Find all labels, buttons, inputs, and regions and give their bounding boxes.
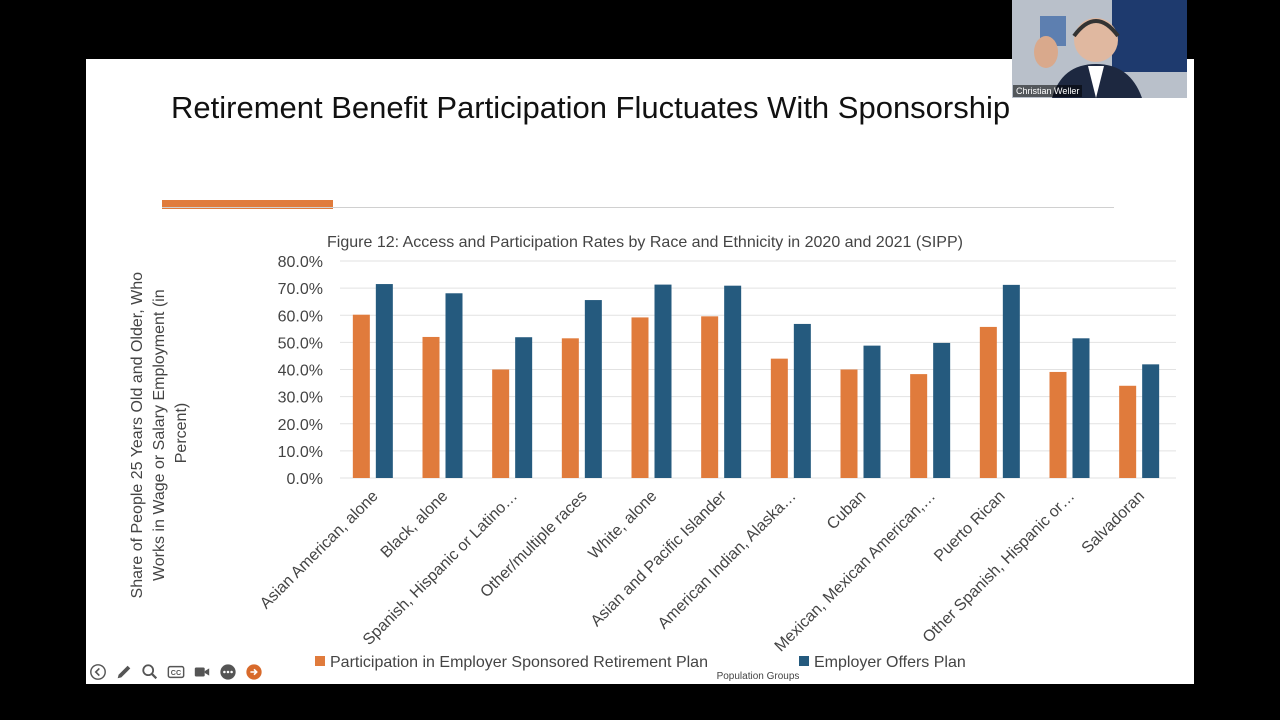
legend-swatch-offers (799, 656, 809, 666)
speaker-video-frame (1012, 0, 1187, 98)
camera-button[interactable] (192, 662, 212, 682)
headset (1072, 19, 1120, 38)
x-tick-label: Salvadoran (1079, 488, 1148, 557)
y-tick-label: 60.0% (278, 308, 323, 325)
bar-participation (631, 317, 649, 478)
bar-employer-offers (1072, 338, 1090, 478)
bar-participation (492, 369, 510, 478)
y-tick-label: 30.0% (278, 390, 323, 407)
x-axis-label: Population Groups (717, 671, 800, 682)
bar-employer-offers (1002, 284, 1020, 478)
x-tick-label: American Indian, Alaska… (655, 488, 800, 633)
zoom-button[interactable] (140, 662, 160, 682)
bar-employer-offers (793, 323, 811, 478)
captions-text: CC (171, 668, 181, 677)
legend-label-participation: Participation in Employer Sponsored Reti… (330, 654, 708, 671)
bar-participation (979, 326, 997, 478)
bar-participation (422, 336, 440, 478)
bar-participation (1119, 385, 1137, 478)
speaker-head (1074, 18, 1118, 62)
slide-title: Retirement Benefit Participation Fluctua… (171, 90, 1011, 125)
bar-employer-offers (863, 345, 881, 478)
bar-participation (1049, 371, 1067, 478)
next-button[interactable] (244, 662, 264, 682)
more-icon (220, 664, 236, 680)
speaker-hand (1034, 36, 1058, 68)
speaker-video: Christian Weller (1012, 0, 1187, 98)
chart-legend: Participation in Employer Sponsored Reti… (315, 654, 966, 671)
x-tick-label: Black, alone (378, 488, 452, 562)
bar-participation (701, 316, 719, 478)
y-axis-ticks: 80.0% 70.0% 60.0% 50.0% 40.0% 30.0% 20.0% 10.0%… (278, 254, 323, 488)
x-tick-label: Asian and Pacific Islander (588, 487, 731, 630)
grid-lines (340, 260, 1176, 479)
bar-participation (352, 314, 370, 478)
bar-employer-offers (724, 285, 742, 478)
bar-participation (910, 374, 928, 478)
x-tick-label: White, alone (585, 488, 660, 563)
speaker-shirt (1088, 66, 1104, 98)
x-tick-label: Asian American, alone (257, 488, 382, 613)
bar-employer-offers (375, 284, 393, 478)
y-axis-label-line: Works in Wage or Salary Employment (in (151, 289, 168, 581)
back-button[interactable] (88, 662, 108, 682)
y-tick-label: 40.0% (278, 363, 323, 380)
background-banner (1112, 0, 1187, 72)
title-accent-bar (162, 200, 333, 209)
y-tick-label: 0.0% (287, 471, 323, 488)
y-tick-label: 80.0% (278, 254, 323, 271)
bar-participation (840, 369, 858, 478)
y-axis-label-line: Share of People 25 Years Old and Older, … (129, 272, 146, 599)
y-tick-label: 70.0% (278, 281, 323, 298)
camera-icon (194, 667, 210, 677)
captions-icon: CC (167, 665, 185, 679)
x-tick-label: Puerto Rican (931, 488, 1008, 565)
more-button[interactable] (218, 662, 238, 682)
pen-button[interactable] (114, 662, 134, 682)
y-tick-label: 20.0% (278, 417, 323, 434)
zoom-icon (142, 664, 158, 680)
next-icon (246, 664, 262, 680)
legend-label-offers: Employer Offers Plan (814, 654, 966, 671)
bar-participation (770, 358, 788, 478)
bar-participation (561, 338, 579, 478)
chart-title: Figure 12: Access and Participation Rate… (327, 234, 963, 251)
x-tick-label: Other Spanish, Hispanic or… (920, 488, 1079, 647)
y-tick-label: 10.0% (278, 444, 323, 461)
y-tick-label: 50.0% (278, 335, 323, 352)
bar-employer-offers (933, 342, 951, 478)
presentation-toolbar: CC (86, 660, 264, 684)
bar-employer-offers (445, 293, 463, 478)
back-icon (90, 664, 106, 680)
y-axis-label-line: Percent) (173, 403, 190, 463)
bar-employer-offers (515, 337, 533, 478)
bar-employer-offers (1142, 364, 1160, 478)
legend-swatch-participation (315, 656, 325, 666)
bars (352, 284, 1160, 478)
captions-button[interactable]: CC (166, 662, 186, 682)
bar-employer-offers (654, 284, 672, 478)
title-rule (162, 207, 1114, 208)
pen-icon (117, 665, 131, 679)
bar-employer-offers (584, 300, 602, 478)
speaker-name: Christian Weller (1013, 85, 1083, 97)
y-axis-label: Share of People 25 Years Old and Older, … (129, 268, 190, 599)
x-tick-label: Cuban (824, 488, 869, 533)
